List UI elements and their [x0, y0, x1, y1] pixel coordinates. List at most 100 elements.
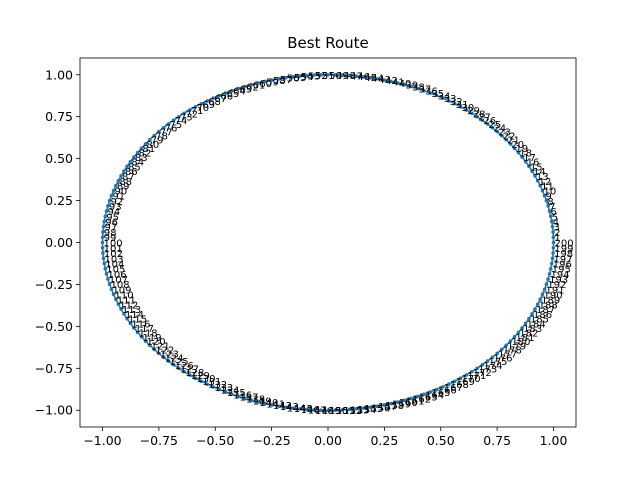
point-index-label: 118: [139, 328, 158, 339]
route-point: [182, 369, 187, 374]
route-point: [103, 266, 108, 271]
point-index-label: 180: [511, 337, 530, 348]
route-point: [333, 408, 337, 412]
route-point: [551, 240, 556, 245]
route-point: [469, 111, 474, 116]
point-index-label: 176: [493, 353, 512, 364]
point-index-label: 165: [431, 388, 450, 399]
point-index-label: 114: [125, 310, 144, 321]
point-index-label: 175: [488, 357, 507, 368]
route-point: [205, 382, 209, 386]
route-point: [211, 96, 215, 100]
point-index-label: 53: [308, 72, 321, 83]
route-point: [101, 230, 105, 234]
route-point: [347, 407, 352, 412]
route-point: [347, 73, 352, 78]
route-point: [527, 164, 531, 169]
route-point: [520, 326, 524, 330]
point-index-label: 197: [554, 254, 573, 265]
route-point: [409, 396, 413, 401]
route-point: [452, 379, 457, 384]
route-point: [171, 118, 176, 123]
route-point: [205, 99, 209, 103]
point-index-label: 60: [259, 79, 272, 90]
route-point: [152, 347, 157, 352]
route-point: [354, 407, 359, 411]
point-index-label: 22: [503, 132, 516, 143]
point-index-label: 90: [115, 187, 128, 198]
point-index-label: 49: [336, 71, 349, 82]
route-point: [551, 245, 556, 250]
route-point: [452, 101, 457, 106]
route-point: [480, 362, 485, 367]
point-index-label: 113: [122, 305, 141, 316]
route-point: [495, 351, 499, 356]
point-index-label: 149: [322, 406, 341, 417]
point-index-label: 187: [536, 305, 555, 316]
point-index-label: 77: [160, 128, 173, 139]
route-point: [263, 401, 267, 406]
route-point: [480, 118, 485, 123]
route-point: [101, 256, 106, 261]
point-index-label: 93: [109, 202, 122, 213]
route-point: [270, 78, 274, 82]
route-point: [508, 339, 513, 343]
point-index-label: 126: [175, 361, 194, 372]
route-point: [230, 392, 234, 397]
route-point: [107, 198, 112, 203]
route-point: [550, 224, 555, 229]
point-index-label: 71: [191, 106, 204, 117]
route-point: [428, 91, 433, 95]
point-index-label: 56: [287, 74, 300, 85]
route-point: [101, 224, 106, 229]
route-point: [236, 394, 241, 399]
route-point: [546, 204, 550, 208]
route-point: [101, 251, 105, 255]
route-point: [447, 382, 451, 386]
point-index-label: 79: [151, 136, 164, 147]
point-index-label: 33: [444, 94, 457, 105]
point-index-label: 138: [246, 394, 265, 405]
point-index-label: 125: [170, 357, 189, 368]
route-point: [475, 114, 479, 119]
route-point: [111, 292, 116, 297]
point-index-label: 135: [227, 388, 246, 399]
point-index-label: 23: [498, 128, 511, 139]
point-index-label: 75: [170, 120, 183, 131]
point-index-label: 2: [554, 228, 560, 239]
x-tick-label: 0.75: [483, 433, 511, 448]
point-index-label: 105: [106, 265, 125, 276]
point-index-label: 65: [227, 89, 240, 100]
route-point: [177, 366, 181, 371]
route-point: [523, 159, 528, 164]
route-point: [106, 204, 110, 208]
route-point: [103, 214, 108, 219]
route-point: [499, 133, 504, 138]
point-index-label: 87: [122, 172, 135, 183]
point-index-label: 62: [246, 83, 259, 94]
route-point: [139, 334, 144, 339]
point-index-label: 74: [175, 116, 188, 127]
point-index-label: 82: [139, 149, 152, 160]
route-point: [548, 266, 553, 271]
route-point: [533, 174, 537, 178]
route-point: [177, 114, 181, 119]
route-point: [547, 272, 552, 276]
point-index-label: 178: [503, 345, 522, 356]
point-index-label: 171: [467, 371, 486, 382]
route-point: [551, 235, 556, 240]
point-index-label: 98: [104, 228, 117, 239]
point-index-label: 183: [523, 324, 542, 335]
route-point: [128, 321, 133, 326]
point-index-label: 54: [301, 72, 314, 83]
route-point: [549, 219, 554, 224]
route-point: [100, 240, 105, 245]
point-index-label: 120: [147, 337, 166, 348]
route-point: [333, 73, 337, 77]
point-index-label: 68: [208, 97, 221, 108]
route-point: [187, 108, 192, 112]
point-index-label: 41: [392, 77, 405, 88]
point-index-label: 137: [239, 392, 258, 403]
point-index-label: 13: [536, 172, 549, 183]
point-index-label: 40: [399, 79, 412, 90]
